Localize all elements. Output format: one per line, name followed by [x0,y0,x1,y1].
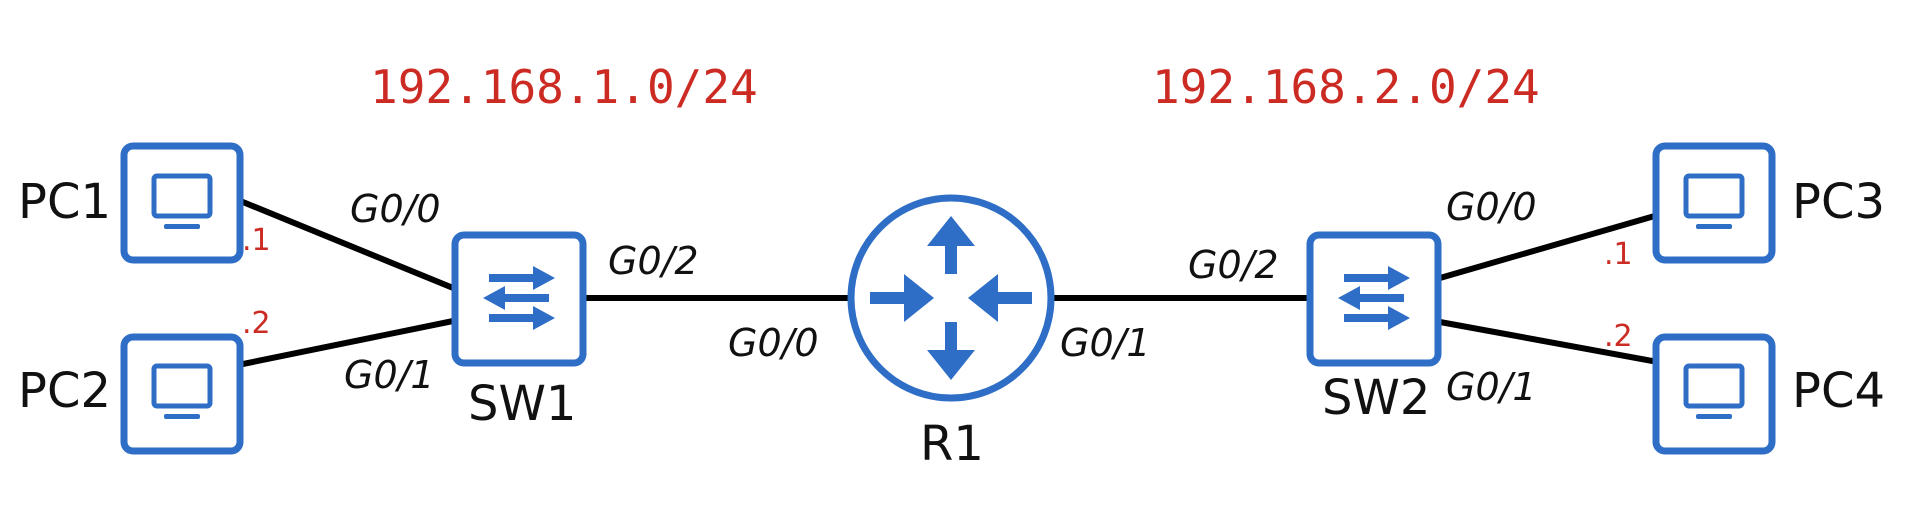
link-pc1-sw1 [235,197,461,293]
r1-port-g01: G0/1 [1060,321,1151,365]
sw2-port-g01: G0/1 [1446,365,1537,409]
pc2-box [120,333,244,455]
sw1-port-g02: G0/2 [608,239,699,283]
link-pc2-sw1 [235,317,461,368]
sw2-port-g02: G0/2 [1188,243,1279,287]
pc1-host-octet: .1 [242,223,271,258]
subnet-label-left: 192.168.1.0/24 [370,60,758,114]
pc4-box [1652,333,1776,455]
sw1-port-g00: G0/0 [350,187,441,231]
pc4-label: PC4 [1792,363,1885,419]
sw2-node[interactable] [1306,231,1442,367]
sw1-node[interactable] [451,231,587,367]
r1-circle [847,194,1055,402]
pc4-node[interactable] [1652,333,1776,455]
pc1-box [120,142,244,264]
r1-label: R1 [920,416,984,472]
pc1-label: PC1 [18,174,111,230]
pc2-node[interactable] [120,333,244,455]
pc4-host-octet: .2 [1604,319,1633,354]
link-sw2-pc4 [1437,319,1661,365]
r1-port-g00: G0/0 [728,321,819,365]
r1-node[interactable] [847,194,1055,402]
switch-icon [1338,266,1410,330]
sw1-label: SW1 [468,376,576,432]
router-icon [870,216,1032,380]
pc2-host-octet: .2 [242,306,271,341]
sw2-port-g00: G0/0 [1446,185,1537,229]
pc1-node[interactable] [120,142,244,264]
sw1-port-g01: G0/1 [344,353,435,397]
pc3-node[interactable] [1652,142,1776,264]
pc2-label: PC2 [18,363,111,419]
sw2-label: SW2 [1322,370,1430,426]
switch-icon [483,266,555,330]
pc3-box [1652,142,1776,264]
link-sw2-pc3 [1437,212,1661,281]
pc3-label: PC3 [1792,174,1885,230]
subnet-label-right: 192.168.2.0/24 [1152,60,1540,114]
pc3-host-octet: .1 [1604,237,1633,272]
